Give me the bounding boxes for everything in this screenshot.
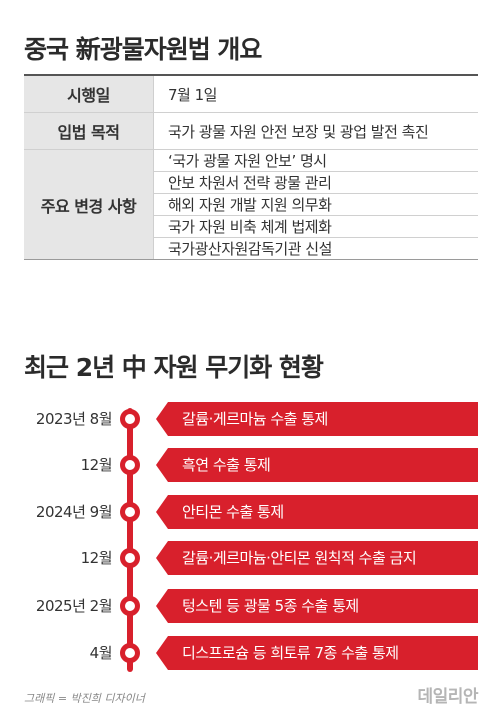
table-value-cell: 7월 1일 [168,85,217,104]
timeline-date: 2023년 8월 [35,410,113,428]
timeline-date: 4월 [89,644,113,662]
timeline-date: 2024년 9월 [35,503,113,521]
timeline-dot-icon [120,502,140,522]
timeline-dot-icon [120,596,140,616]
timeline-event: 갈륨·게르마늄 수출 통제 [156,402,478,436]
timeline-dot-icon [120,643,140,663]
timeline-item: 2025년 2월 텅스텐 등 광물 5종 수출 통제 [0,589,500,623]
timeline-dot-icon [120,548,140,568]
table-row-effective-date: 시행일 7월 1일 [24,76,478,113]
timeline-item: 12월 갈륨·게르마늄·안티몬 원칙적 수출 금지 [0,541,500,575]
page-title: 중국 新광물자원법 개요 [24,35,262,64]
changes-list: ‘국가 광물 자원 안보’ 명시 안보 차원서 전략 광물 관리 해외 자원 개… [154,150,478,259]
publisher-logo: 데일리안 [417,687,478,707]
timeline-dot-icon [120,455,140,475]
timeline-line [127,408,133,672]
table-header-cell: 주요 변경 사항 [24,150,154,259]
timeline-item: 2023년 8월 갈륨·게르마늄 수출 통제 [0,402,500,436]
list-item: 국가 자원 비축 체계 법제화 [154,216,478,238]
timeline-item: 2024년 9월 안티몬 수출 통제 [0,495,500,529]
timeline-event: 디스프로슘 등 희토류 7종 수출 통제 [156,636,478,670]
timeline-item: 4월 디스프로슘 등 희토류 7종 수출 통제 [0,636,500,670]
timeline-item: 12월 흑연 수출 통제 [0,448,500,482]
list-item: ‘국가 광물 자원 안보’ 명시 [154,150,478,172]
timeline-date: 12월 [80,456,113,474]
table-header-cell: 시행일 [24,76,154,112]
list-item: 국가광산자원감독기관 신설 [168,240,332,258]
table-value-cell: 국가 광물 자원 안전 보장 및 광업 발전 촉진 [168,122,429,141]
table-row-purpose: 입법 목적 국가 광물 자원 안전 보장 및 광업 발전 촉진 [24,113,478,150]
table-row-changes: 주요 변경 사항 ‘국가 광물 자원 안보’ 명시 안보 차원서 전략 광물 관… [24,150,478,259]
timeline-event: 텅스텐 등 광물 5종 수출 통제 [156,589,478,623]
list-item: 안보 차원서 전략 광물 관리 [154,172,478,194]
timeline-event: 흑연 수출 통제 [156,448,478,482]
timeline-event: 갈륨·게르마늄·안티몬 원칙적 수출 금지 [156,541,478,575]
timeline-date: 12월 [80,549,113,567]
timeline-date: 2025년 2월 [35,597,113,615]
overview-table: 시행일 7월 1일 입법 목적 국가 광물 자원 안전 보장 및 광업 발전 촉… [24,74,478,260]
section-title: 최근 2년 中 자원 무기화 현황 [24,353,324,382]
list-item: 해외 자원 개발 지원 의무화 [154,194,478,216]
timeline-event: 안티몬 수출 통제 [156,495,478,529]
timeline-dot-icon [120,409,140,429]
credit-text: 그래픽 = 박진희 디자이너 [24,692,145,705]
table-header-cell: 입법 목적 [24,113,154,149]
